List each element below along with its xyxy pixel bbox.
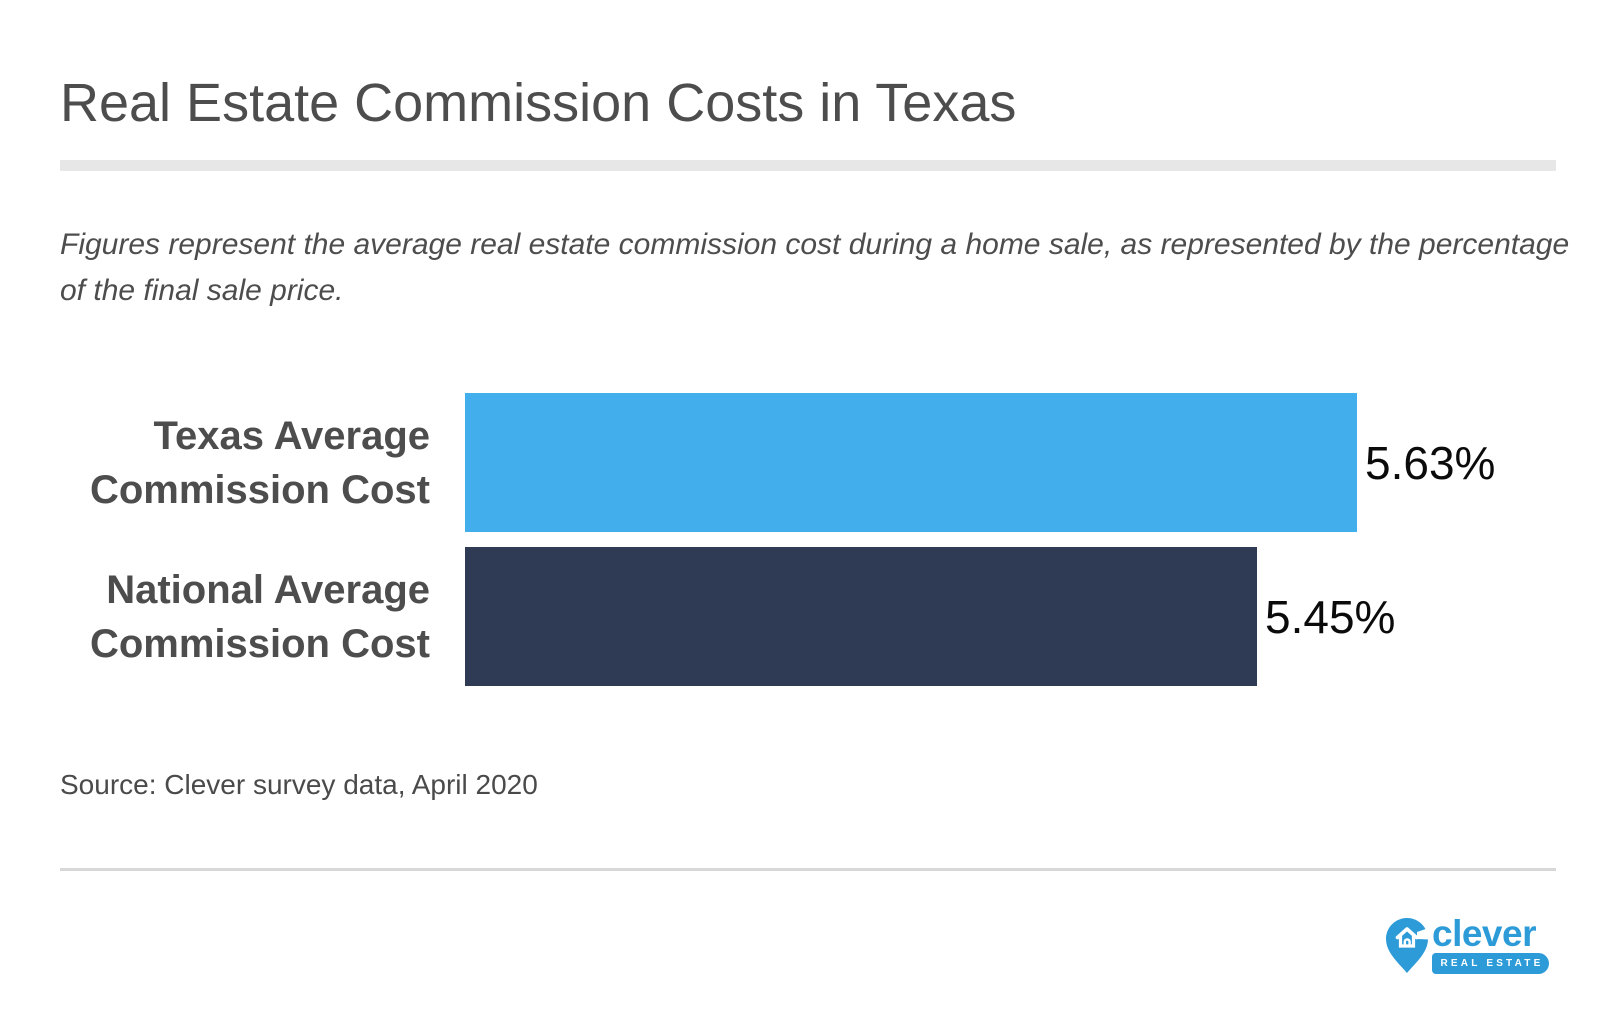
title-underline-bar [60,160,1556,171]
source-note: Source: Clever survey data, April 2020 [60,769,538,800]
bar-national-average [465,547,1257,686]
bar-value-texas: 5.63% [1365,436,1496,489]
page-title: Real Estate Commission Costs in Texas [60,73,1017,133]
bar-value-national: 5.45% [1265,590,1396,643]
logo-tagline-text: REAL ESTATE [1440,957,1544,969]
bottom-divider [60,868,1556,871]
logo-tagline-pill: REAL ESTATE [1432,953,1549,974]
clever-logo: clever REAL ESTATE [1384,913,1549,976]
bar-texas-average [465,393,1357,532]
bar-label-national: National Average Commission Cost [89,567,430,666]
logo-brand-text: clever [1432,913,1537,954]
bar-label-texas: Texas Average Commission Cost [89,413,430,512]
chart-description: Figures represent the average real estat… [60,228,1570,307]
clever-pin-house-icon [1386,918,1430,973]
